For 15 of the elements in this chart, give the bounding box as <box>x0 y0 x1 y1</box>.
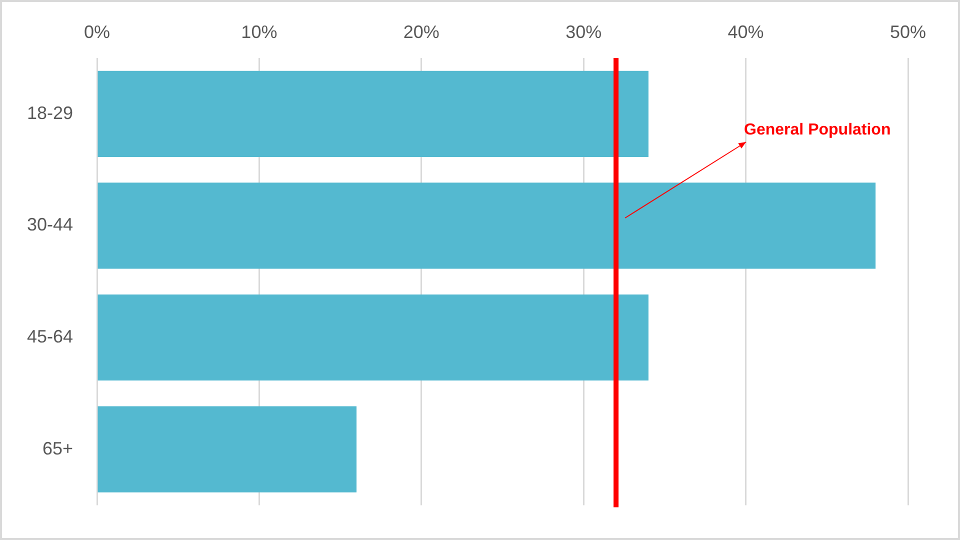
x-tick-label: 10% <box>241 22 278 42</box>
x-tick-label: 20% <box>403 22 440 42</box>
bar <box>98 294 648 381</box>
bar <box>98 70 648 157</box>
ref-line-label: General Population <box>744 121 891 138</box>
bar <box>98 182 876 269</box>
bar <box>98 406 357 492</box>
y-tick-label: 65+ <box>42 438 73 458</box>
x-tick-label: 0% <box>84 22 110 42</box>
x-tick-label: 30% <box>566 22 602 42</box>
y-tick-label: 30-44 <box>26 214 73 235</box>
y-tick-label: 18-29 <box>26 102 73 123</box>
y-tick-label: 45-64 <box>26 326 73 346</box>
x-tick-label: 50% <box>890 22 926 42</box>
x-tick-label: 40% <box>728 22 764 42</box>
